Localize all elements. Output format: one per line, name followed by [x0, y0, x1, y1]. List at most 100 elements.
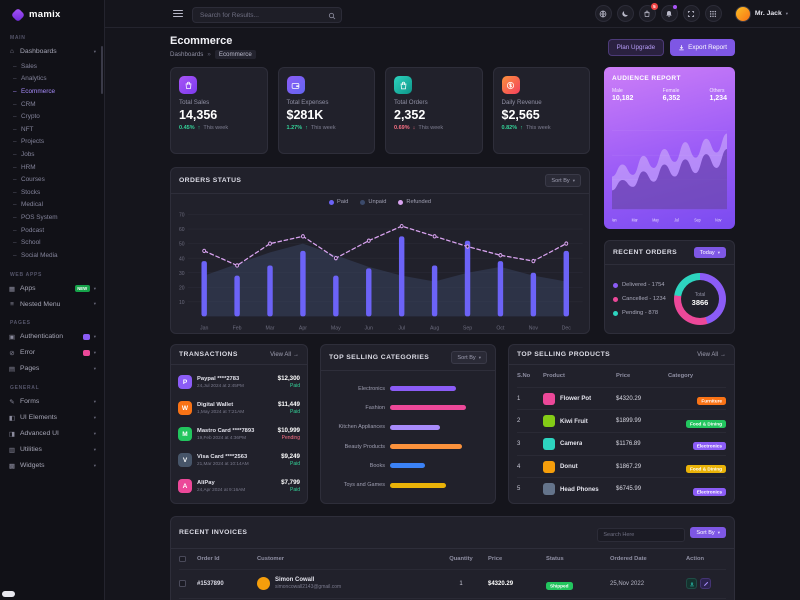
orders-filter-button[interactable]: Today ▾: [693, 247, 726, 258]
invoice-row[interactable]: #1537890 Simon Cowall simoncowall2143@gmai…: [179, 570, 726, 599]
transaction-row[interactable]: M Mastro Card ****7893 19,Feb 2024 at 4:36…: [178, 427, 300, 441]
legend-dot: [328, 199, 334, 205]
sidebar-subitem-nft[interactable]: NFT: [0, 123, 104, 136]
sidebar-item-label: Dashboards: [20, 48, 57, 55]
sidebar-item-pages[interactable]: ▤ Pages ▾: [0, 361, 104, 377]
sidebar-item-advanced-ui[interactable]: ◨ Advanced UI ▾: [0, 426, 104, 442]
product-row[interactable]: 5 Head Phones $6745.99 Electronics: [517, 478, 726, 500]
ui-elements-icon: ◧: [8, 414, 16, 422]
sidebar-item-label: Advanced UI: [20, 430, 59, 437]
search-icon[interactable]: [328, 7, 337, 20]
brand-logo[interactable]: mamix: [0, 0, 104, 27]
sidebar-item-label: Apps: [20, 285, 36, 292]
sidebar-item-label: Widgets: [20, 462, 45, 469]
recent-invoices-card: RECENT INVOICES Sort By ▾ Order Id Custom…: [170, 516, 735, 600]
chevron-down-icon: ▾: [478, 354, 481, 360]
row-checkbox[interactable]: [179, 580, 186, 587]
sidebar-subitem-school[interactable]: School: [0, 236, 104, 249]
sidebar-subitem-sales[interactable]: Sales: [0, 60, 104, 73]
product-name-cell: Camera: [543, 437, 612, 450]
edit-invoice-button[interactable]: [700, 578, 711, 589]
transaction-date: 24,Jul 2024 at 2:45PM: [197, 383, 244, 388]
sidebar-scrollbar[interactable]: [101, 46, 103, 94]
sidebar-subitem-medical[interactable]: Medical: [0, 199, 104, 212]
transaction-info: Mastro Card ****7893 19,Feb 2024 at 4:36P…: [197, 428, 273, 440]
sidebar-item-dashboards[interactable]: ⌂ Dashboards ▾: [0, 44, 104, 59]
sidebar-subitem-pos-system[interactable]: POS System: [0, 211, 104, 224]
sidebar-subitem-stocks[interactable]: Stocks: [0, 186, 104, 199]
sidebar-subitem-crypto[interactable]: Crypto: [0, 110, 104, 123]
product-row[interactable]: 2 Kiwi Fruit $1899.99 Food & Dining: [517, 410, 726, 434]
transactions-view-all-button[interactable]: View All →: [270, 352, 299, 358]
bell-icon[interactable]: [660, 5, 678, 22]
sidebar-subitem-analytics[interactable]: Analytics: [0, 73, 104, 86]
customer-name: Simon Cowall: [275, 577, 315, 583]
transaction-row[interactable]: P Paypal ****2783 24,Jul 2024 at 2:45PM $12…: [178, 375, 300, 389]
sidebar-subitem-hrm[interactable]: HRM: [0, 161, 104, 174]
transaction-info: Paypal ****2783 24,Jul 2024 at 2:45PM: [197, 376, 273, 388]
sidebar-subitem-ecommerce[interactable]: Ecommerce: [0, 85, 104, 98]
sidebar-item-error[interactable]: ⊘ Error ▾: [0, 345, 104, 361]
product-row[interactable]: 1 Flower Pot $4320.29 Furniture: [517, 388, 726, 411]
category-bar: [390, 463, 425, 469]
product-row[interactable]: 3 Camera $1176.89 Electronics: [517, 433, 726, 456]
transaction-row[interactable]: A AliPay 24,Apr 2024 at 9:16AM $7,799 Paid: [178, 479, 300, 493]
sidebar-subitem-crm[interactable]: CRM: [0, 98, 104, 111]
legend-dot: [398, 199, 404, 205]
product-name: Camera: [560, 440, 583, 448]
svg-text:20: 20: [179, 285, 185, 291]
digital-wallet-icon: W: [178, 401, 192, 415]
plan-upgrade-button[interactable]: Plan Upgrade: [607, 38, 665, 56]
invoices-sort-button[interactable]: Sort By ▾: [690, 527, 726, 538]
invoices-search-input[interactable]: [597, 528, 686, 542]
stat-label: Total Orders: [394, 99, 428, 106]
orders-status-title: ORDERS STATUS: [179, 177, 242, 184]
transaction-amount-wrap: $9,249 Paid: [281, 453, 300, 467]
sidebar-subitem-podcast[interactable]: Podcast: [0, 224, 104, 237]
sidebar-bottom-handle[interactable]: [2, 591, 15, 597]
column-header-ordered-date: Ordered Date: [610, 555, 647, 562]
sidebar-item-utilities[interactable]: ▥ Utilities ▾: [0, 442, 104, 458]
sidebar-subitem-social-media[interactable]: Social Media: [0, 249, 104, 262]
widgets-icon: ▩: [8, 462, 16, 470]
language-icon[interactable]: [594, 5, 612, 22]
orders-sort-button[interactable]: Sort By ▾: [545, 174, 581, 187]
sidebar-subitem-courses[interactable]: Courses: [0, 173, 104, 186]
sidebar-item-label: Utilities: [20, 446, 42, 453]
grid-icon[interactable]: [704, 5, 722, 22]
user-menu[interactable]: Mr. Jack ▾: [734, 5, 788, 22]
sidebar-subitem-projects[interactable]: Projects: [0, 136, 104, 149]
transaction-row[interactable]: V Visa Card ****2563 21,Mar 2024 at 10:14A…: [178, 453, 300, 467]
sidebar-item-widgets[interactable]: ▩ Widgets ▾: [0, 458, 104, 474]
search-input[interactable]: [192, 7, 342, 24]
sidebar-item-label: Pages: [20, 365, 40, 372]
select-all-checkbox[interactable]: [179, 555, 186, 562]
cart-icon[interactable]: 5: [638, 3, 658, 22]
orders-status-chart: 10 20 30 40 50 60 70 Jan Feb Mar Apr May Jun Jul Aug Se…: [179, 212, 583, 332]
sidebar-item-forms[interactable]: ✎ Forms ▾: [0, 394, 104, 410]
stat-delta: 0.69% ↓ This week: [394, 125, 474, 131]
moon-icon[interactable]: [616, 5, 634, 22]
category-label: Fashion: [365, 404, 385, 411]
sidebar-item-nested-menu[interactable]: ≡ Nested Menu ▾: [0, 297, 104, 312]
stat-value: $281K: [286, 108, 324, 122]
sidebar-subitem-jobs[interactable]: Jobs: [0, 148, 104, 161]
download-invoice-button[interactable]: [686, 578, 697, 589]
categories-sort-button[interactable]: Sort By ▾: [451, 351, 487, 364]
customer-email: simoncowall2143@gmail.com: [275, 584, 342, 590]
svg-text:Dec: Dec: [562, 325, 571, 331]
stat-delta-percent: 0.45%: [179, 125, 195, 131]
utilities-icon: ▥: [8, 446, 16, 454]
transaction-info: AliPay 24,Apr 2024 at 9:16AM: [197, 480, 276, 492]
sidebar-item-apps[interactable]: ▦ Apps NEW ▾: [0, 281, 104, 297]
product-row[interactable]: 4 Donut $1867.29 Food & Dining: [517, 456, 726, 479]
hamburger-menu-icon[interactable]: [173, 10, 183, 17]
export-report-button[interactable]: Export Report: [670, 38, 735, 56]
order-legend-label: Cancelled - 1234: [622, 296, 666, 302]
products-view-all-button[interactable]: View All →: [697, 352, 726, 358]
sidebar-item-authentication[interactable]: ▣ Authentication ▾: [0, 329, 104, 345]
transaction-row[interactable]: W Digital Wallet 1,May 2024 at 7:21AM $11,4…: [178, 401, 300, 415]
breadcrumb-dashboards[interactable]: Dashboards: [170, 51, 204, 58]
sidebar-item-ui-elements[interactable]: ◧ UI Elements ▾: [0, 410, 104, 426]
fullscreen-icon[interactable]: [682, 5, 700, 22]
